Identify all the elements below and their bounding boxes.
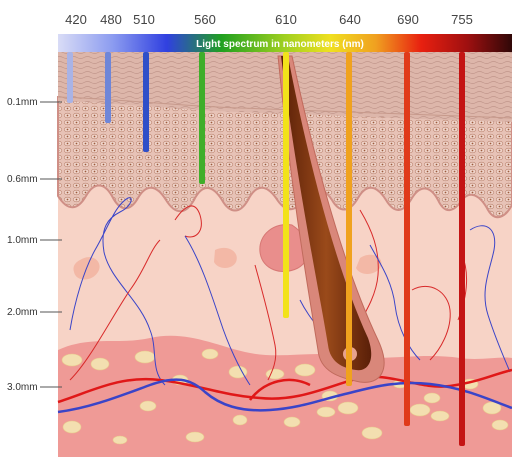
spectrum-title: Light spectrum in nanometers (nm)	[196, 39, 364, 50]
wavelength-label-510: 510	[133, 12, 155, 27]
depth-label: 1.0mm	[7, 235, 38, 246]
depth-label: 0.6mm	[7, 174, 38, 185]
light-beam-755nm	[459, 52, 465, 446]
pale-tissue-spots	[73, 247, 382, 280]
light-beams	[67, 52, 465, 446]
wavelength-label-610: 610	[275, 12, 297, 27]
light-beam-420nm	[67, 52, 73, 103]
light-beam-690nm	[404, 52, 410, 426]
light-beam-510nm	[143, 52, 149, 152]
wavelength-label-640: 640	[339, 12, 361, 27]
wavelength-label-690: 690	[397, 12, 419, 27]
fat-cells	[61, 348, 509, 445]
light-beam-560nm	[199, 52, 205, 184]
light-beam-610nm	[283, 52, 289, 318]
hypodermis-layer	[58, 335, 512, 457]
spectrum-bar	[58, 34, 512, 52]
depth-label: 0.1mm	[7, 97, 38, 108]
depth-axis: 0.1mm 0.6mm 1.0mm 2.0mm 3.0mm	[7, 97, 62, 393]
wavelength-label-480: 480	[100, 12, 122, 27]
deep-vessels	[57, 368, 512, 414]
depth-label: 3.0mm	[7, 382, 38, 393]
skin-surface-line	[57, 96, 512, 119]
light-beam-640nm	[346, 52, 352, 386]
light-beam-480nm	[105, 52, 111, 123]
wavelength-label-420: 420	[65, 12, 87, 27]
wavelength-label-560: 560	[194, 12, 216, 27]
wavelength-labels: 420 480 510 560 610 640 690 755	[65, 12, 473, 27]
wavelength-label-755: 755	[451, 12, 473, 27]
depth-label: 2.0mm	[7, 307, 38, 318]
